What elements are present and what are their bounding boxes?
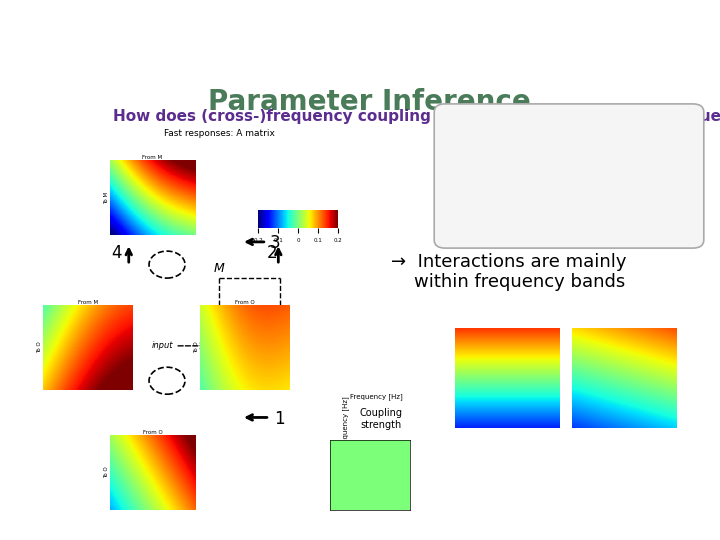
Y-axis label: To M: To M [104,192,109,204]
Text: M: M [572,127,588,146]
Text: 1: 1 [274,410,284,428]
Text: O: O [479,127,495,146]
Text: within frequency bands: within frequency bands [391,273,625,291]
Text: O: O [215,351,225,364]
Text: 4: 4 [112,245,122,262]
Title: From M: From M [143,154,163,160]
Y-axis label: To O: To O [194,342,199,353]
Text: Fast responses: A matrix: Fast responses: A matrix [163,129,274,138]
Title: From M: From M [78,300,98,305]
Text: M: M [214,261,225,274]
Text: Parameter Inference: Parameter Inference [207,88,531,116]
Text: How does (cross-)frequency coupling lead to the observed time-frequency response: How does (cross-)frequency coupling lead… [113,110,720,124]
Text: Frequency [Hz]: Frequency [Hz] [351,393,403,400]
Text: Coupling
strength: Coupling strength [359,408,402,430]
Text: →  Interactions are mainly: → Interactions are mainly [391,253,626,272]
Title: From O: From O [143,430,163,435]
Text: Frequency [Hz]: Frequency [Hz] [343,396,349,449]
Text: 5: 5 [99,310,109,328]
Text: input: input [152,341,174,350]
Text: 2: 2 [266,245,277,262]
Text: 3: 3 [270,234,280,252]
Y-axis label: To O: To O [37,342,42,353]
Title: From O: From O [235,300,255,305]
Y-axis label: To O: To O [104,467,109,478]
